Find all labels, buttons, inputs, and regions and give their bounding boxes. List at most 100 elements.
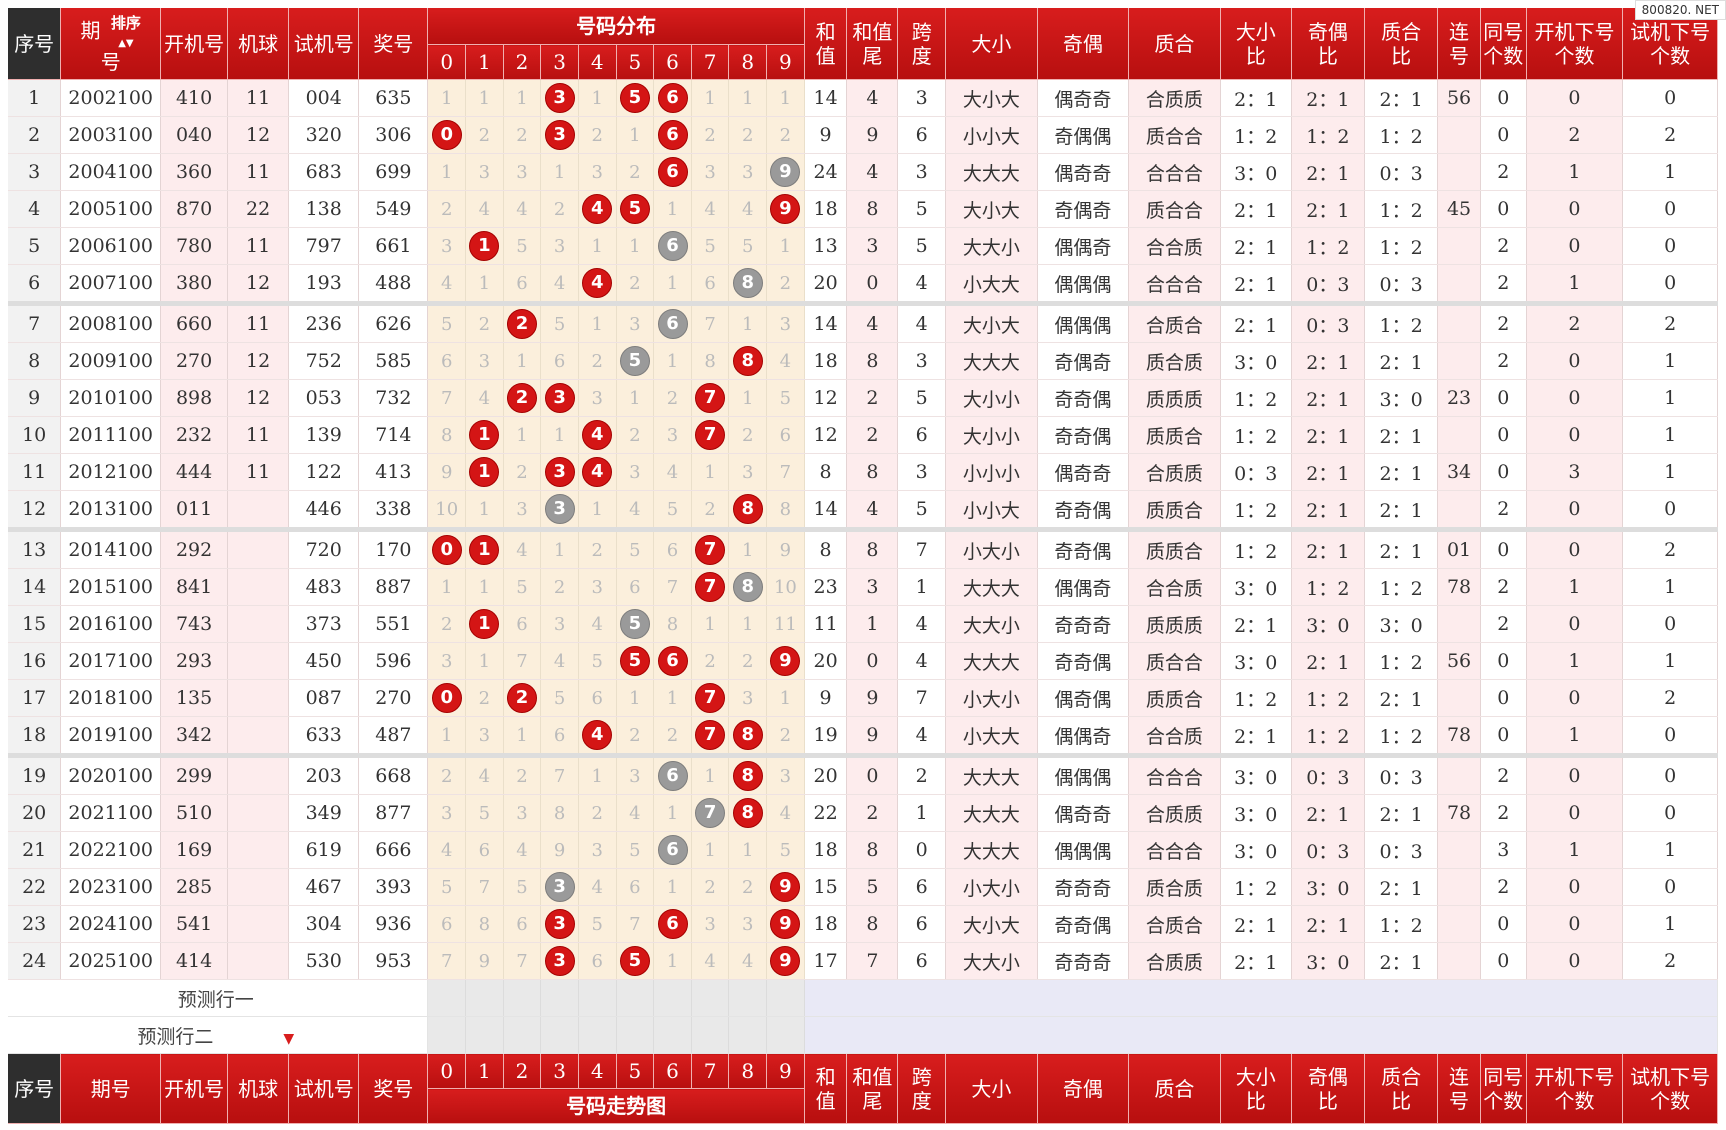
digit-cell-9: 2 xyxy=(766,716,805,756)
prediction-cell[interactable] xyxy=(578,1016,617,1054)
digit-cell-8: 1 xyxy=(728,379,768,417)
table-row: 10 2011100 232 11 139 714 8 1 1 1 4 2 3 7 2 6 12 2 6 大小小 奇奇偶… xyxy=(8,416,1718,454)
digit-cell-6: 1 xyxy=(653,264,692,304)
footer-prime: 质合 xyxy=(1128,1053,1221,1124)
digit-cell-0: 5 xyxy=(427,868,467,906)
header-parityratio-top: 奇偶 xyxy=(1307,19,1348,44)
prediction-cell[interactable] xyxy=(728,1016,768,1054)
prediction-cell[interactable] xyxy=(503,1016,542,1054)
row-open-next-count: 0 xyxy=(1526,79,1624,117)
prediction-cell[interactable] xyxy=(616,979,655,1017)
header-size: 大小 xyxy=(945,8,1038,80)
row-open-next-count: 1 xyxy=(1526,642,1624,680)
digit-cell-3: 3 xyxy=(540,79,579,117)
prediction-cell[interactable] xyxy=(427,1016,467,1054)
row-prize-number: 487 xyxy=(358,716,429,756)
row-span: 3 xyxy=(897,153,947,191)
header-period[interactable]: 期 排序 ▲▼ 号 xyxy=(60,8,162,80)
digit-cell-2: 2 xyxy=(503,116,542,154)
row-parity: 奇奇奇 xyxy=(1037,605,1130,643)
row-open-number: 293 xyxy=(160,642,229,680)
row-size-ratio: 1：2 xyxy=(1220,868,1292,906)
digit-cell-1: 4 xyxy=(465,190,504,228)
digit-cell-5: 5 xyxy=(616,831,655,869)
sort-control[interactable]: 排序 ▲▼ xyxy=(111,14,141,50)
digit-cell-8: 8 xyxy=(728,568,768,606)
row-open-next-count: 0 xyxy=(1526,490,1624,530)
row-span: 6 xyxy=(897,868,947,906)
header-prime: 质合 xyxy=(1128,8,1221,80)
footer-digit-9: 9 xyxy=(766,1053,805,1089)
table-row: 21 2022100 169 619 666 4 6 4 9 3 5 6 1 1 5 18 8 0 大大大 偶偶偶 合合… xyxy=(8,831,1718,869)
prediction-cell[interactable] xyxy=(540,979,579,1017)
row-period: 2015100 xyxy=(60,568,162,606)
row-prime-ratio: 2：1 xyxy=(1364,679,1439,717)
digit-cell-2: 4 xyxy=(503,190,542,228)
digit-cell-4: 5 xyxy=(578,642,617,680)
digit-cell-9: 8 xyxy=(766,490,805,530)
digit-cell-9: 9 xyxy=(766,942,805,980)
prediction-cell[interactable] xyxy=(653,1016,692,1054)
row-open-next-count: 0 xyxy=(1526,379,1624,417)
row-test-next-count: 2 xyxy=(1622,942,1718,980)
row-seq: 24 xyxy=(8,942,62,980)
row-period: 2004100 xyxy=(60,153,162,191)
digit-cell-8: 3 xyxy=(728,153,768,191)
footer-digit-7: 7 xyxy=(691,1053,730,1089)
prediction-row-2-label: 预测行二 xyxy=(137,1025,214,1048)
prediction-cell[interactable] xyxy=(766,979,805,1017)
hit-ball: 6 xyxy=(657,309,688,339)
row-parity-ratio: 2：1 xyxy=(1291,642,1366,680)
row-sum: 9 xyxy=(804,116,848,154)
row-parity-ratio: 2：1 xyxy=(1291,527,1366,569)
prediction-cell[interactable] xyxy=(653,979,692,1017)
row-size-ratio: 3：0 xyxy=(1220,831,1292,869)
row-prize-number: 549 xyxy=(358,190,429,228)
row-same-count: 2 xyxy=(1480,605,1527,643)
digit-cell-5: 2 xyxy=(616,416,655,454)
row-size: 大大大 xyxy=(945,642,1038,680)
footer-digit-5: 5 xyxy=(616,1053,655,1089)
row-test-next-count: 0 xyxy=(1622,264,1718,304)
row-prime-ratio: 1：2 xyxy=(1364,568,1439,606)
arrow-down-icon[interactable]: ▼ xyxy=(283,1030,295,1047)
header-openx: 开机下号 个数 xyxy=(1526,8,1624,80)
row-consecutive xyxy=(1437,831,1481,869)
row-sum-tail: 8 xyxy=(846,831,899,869)
row-seq: 13 xyxy=(8,527,62,569)
row-prize-number: 661 xyxy=(358,227,429,265)
footer-machine: 机球 xyxy=(227,1053,290,1124)
digit-cell-0: 4 xyxy=(427,264,467,304)
prediction-cell[interactable] xyxy=(503,979,542,1017)
row-open-next-count: 1 xyxy=(1526,264,1624,304)
row-open-number: 780 xyxy=(160,227,229,265)
digit-cell-5: 7 xyxy=(616,905,655,943)
row-consecutive xyxy=(1437,301,1481,343)
prediction-cell[interactable] xyxy=(540,1016,579,1054)
prediction-cell[interactable] xyxy=(578,979,617,1017)
row-open-next-count: 0 xyxy=(1526,190,1624,228)
hit-ball: 9 xyxy=(770,646,801,676)
prediction-cell[interactable] xyxy=(691,979,730,1017)
footer-same-part: 同号 xyxy=(1483,1064,1524,1089)
row-period: 2019100 xyxy=(60,716,162,756)
digit-cell-7: 1 xyxy=(691,79,730,117)
digit-cell-6: 6 xyxy=(653,905,692,943)
hit-ball: 3 xyxy=(544,383,575,413)
row-size-ratio: 1：2 xyxy=(1220,679,1292,717)
prediction-cell[interactable] xyxy=(766,1016,805,1054)
prediction-cell[interactable] xyxy=(465,979,504,1017)
prediction-cell[interactable] xyxy=(691,1016,730,1054)
digit-cell-7: 1 xyxy=(691,453,730,491)
row-seq: 5 xyxy=(8,227,62,265)
digit-cell-8: 1 xyxy=(728,79,768,117)
prediction-cell[interactable] xyxy=(427,979,467,1017)
prediction-cell[interactable] xyxy=(616,1016,655,1054)
prediction-cell[interactable] xyxy=(728,979,768,1017)
row-consecutive: 45 xyxy=(1437,190,1481,228)
row-open-number: 660 xyxy=(160,301,229,343)
row-test-next-count: 0 xyxy=(1622,227,1718,265)
header-primeratio-top: 质合 xyxy=(1381,19,1422,44)
prediction-row-2: 预测行二 ▼ xyxy=(8,1016,1719,1054)
prediction-cell[interactable] xyxy=(465,1016,504,1054)
